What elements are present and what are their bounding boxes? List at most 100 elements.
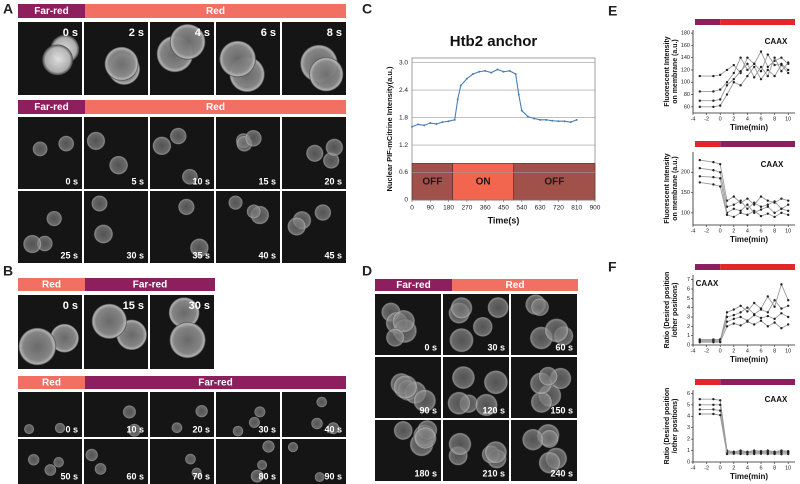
data-point bbox=[539, 118, 542, 121]
data-point bbox=[551, 119, 554, 122]
cell bbox=[306, 144, 324, 162]
data-point bbox=[712, 408, 715, 411]
data-point bbox=[698, 158, 701, 162]
data-point bbox=[725, 93, 729, 96]
condition-label: Red bbox=[206, 6, 225, 17]
cell bbox=[538, 451, 561, 474]
cell bbox=[262, 440, 275, 453]
data-line bbox=[699, 398, 789, 453]
data-point bbox=[698, 397, 701, 401]
time-label: 0 s bbox=[63, 27, 78, 39]
data-point bbox=[773, 63, 776, 67]
y-axis-label: on membrane (a.u.) bbox=[672, 156, 679, 221]
condition-bar bbox=[18, 376, 85, 389]
y-tick-label: 6 bbox=[687, 286, 690, 292]
condition-bar bbox=[695, 141, 721, 147]
cell bbox=[544, 318, 569, 343]
condition-bar bbox=[85, 376, 346, 389]
cell bbox=[189, 238, 209, 258]
data-point bbox=[766, 68, 769, 72]
x-axis-label: Time(min) bbox=[730, 472, 768, 481]
cell bbox=[522, 428, 544, 451]
data-point bbox=[746, 310, 749, 313]
cell bbox=[246, 204, 261, 219]
phase-label: OFF bbox=[422, 176, 442, 187]
data-point bbox=[759, 69, 763, 73]
data-point bbox=[725, 84, 729, 87]
time-label: 2 s bbox=[129, 27, 144, 39]
data-line bbox=[699, 283, 789, 341]
cell bbox=[169, 322, 206, 359]
x-tick-label: 90 bbox=[427, 205, 435, 212]
data-point bbox=[478, 70, 481, 73]
y-tick-label: 1 bbox=[687, 333, 690, 339]
data-point bbox=[517, 93, 520, 96]
data-point bbox=[780, 56, 783, 59]
time-label: 35 s bbox=[192, 250, 210, 260]
x-tick-label: 4 bbox=[746, 228, 749, 234]
y-tick-label: 140 bbox=[681, 55, 690, 61]
y-tick-label: 200 bbox=[681, 170, 690, 176]
data-point bbox=[712, 90, 715, 93]
data-point bbox=[787, 452, 790, 456]
data-point bbox=[780, 312, 783, 315]
cell bbox=[104, 46, 139, 81]
chart-title: Htb2 anchor bbox=[450, 33, 538, 50]
data-point bbox=[465, 77, 468, 80]
time-label: 60 s bbox=[555, 342, 573, 352]
x-tick-label: 450 bbox=[498, 205, 509, 212]
condition-bar bbox=[720, 379, 795, 385]
annotation: CAAX bbox=[696, 279, 719, 288]
y-axis-label: /other positions) bbox=[672, 399, 679, 454]
cell bbox=[127, 423, 141, 437]
y-tick-label: 0.6 bbox=[399, 169, 408, 176]
data-point bbox=[563, 120, 566, 123]
data-point bbox=[773, 215, 776, 219]
cell bbox=[122, 405, 137, 419]
data-point bbox=[732, 313, 735, 317]
data-point bbox=[429, 122, 432, 125]
x-tick-label: 6 bbox=[759, 228, 762, 234]
data-point bbox=[453, 118, 456, 121]
x-tick-label: 2 bbox=[732, 116, 735, 122]
panel-label: F bbox=[608, 259, 617, 275]
cell bbox=[385, 328, 405, 347]
data-point bbox=[759, 195, 763, 198]
data-point bbox=[712, 74, 715, 78]
data-point bbox=[698, 105, 701, 109]
data-point bbox=[719, 177, 722, 180]
time-label: 70 s bbox=[192, 471, 210, 481]
data-point bbox=[725, 311, 729, 314]
data-point bbox=[787, 323, 790, 326]
data-point bbox=[753, 313, 756, 317]
x-tick-label: 0 bbox=[719, 348, 722, 354]
data-point bbox=[712, 160, 715, 164]
x-tick-label: 10 bbox=[785, 348, 791, 354]
x-tick-label: 6 bbox=[759, 465, 762, 471]
data-point bbox=[520, 109, 523, 112]
condition-label: Red bbox=[206, 102, 225, 113]
data-point bbox=[739, 211, 742, 215]
x-tick-label: 4 bbox=[746, 116, 749, 122]
y-tick-label: 0 bbox=[404, 197, 408, 204]
x-tick-label: 10 bbox=[785, 465, 791, 471]
cell bbox=[451, 366, 475, 390]
y-tick-label: 4 bbox=[687, 305, 690, 311]
data-point bbox=[780, 453, 783, 456]
data-point bbox=[759, 205, 763, 208]
cell bbox=[23, 234, 42, 254]
cell bbox=[447, 391, 471, 415]
cell bbox=[309, 57, 344, 92]
y-axis-label: Nuclear PIF-mCitrine Intensity(a.u.) bbox=[385, 66, 394, 192]
x-tick-label: 8 bbox=[773, 465, 776, 471]
cell bbox=[228, 195, 243, 210]
data-point bbox=[447, 120, 450, 123]
data-point bbox=[502, 70, 505, 73]
cell bbox=[171, 422, 183, 434]
phase-label: OFF bbox=[544, 176, 564, 187]
y-tick-label: 1.8 bbox=[399, 114, 408, 121]
data-point bbox=[719, 403, 722, 407]
micrograph bbox=[84, 439, 148, 484]
data-point bbox=[719, 171, 722, 174]
